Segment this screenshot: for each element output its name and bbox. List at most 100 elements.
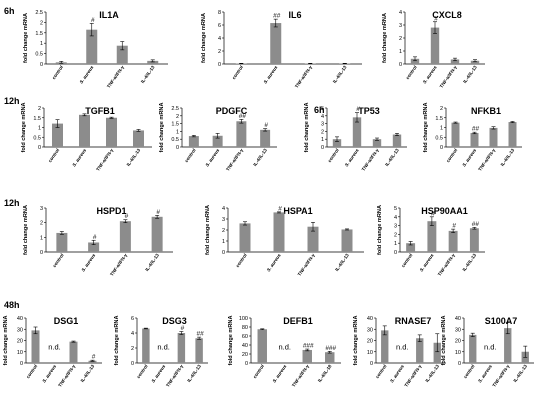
y-tick-label: 1: [40, 235, 43, 241]
bar-tnf-ifn: [177, 333, 186, 363]
bar-il-4-il-13: [195, 338, 203, 363]
chart-title: PDGFC: [216, 106, 248, 116]
time-label-6h: 6h: [314, 105, 325, 115]
bar-control: [406, 243, 416, 252]
chart-title: NFKB1: [471, 106, 501, 116]
category-label-control: control: [405, 65, 418, 81]
y-tick-label: 1: [176, 129, 179, 135]
bar-s-aureus: [88, 242, 100, 252]
chart-hspa1: HSPA1 fold change mRNA 0 1 2 3 4 control # S. aur…: [205, 205, 364, 277]
chart-il1a: IL1A fold change mRNA 0 0.5 1 1.5 2 2.5 control #…: [23, 10, 168, 89]
y-tick-label: 2: [176, 114, 179, 120]
y-tick-label: 1.5: [435, 116, 443, 122]
time-label-48h: 48h: [4, 300, 20, 310]
category-label-control: control: [327, 148, 340, 164]
significance-marker: #: [92, 354, 96, 361]
category-label-tnf-ifn: TNF-α/IFN-γ: [492, 363, 511, 388]
y-tick-label: 1: [399, 49, 402, 55]
y-tick-label: 2.5: [171, 106, 179, 112]
chart-title: DSG3: [162, 316, 187, 326]
y-tick-label: 2: [440, 106, 443, 112]
significance-marker: ##: [197, 331, 205, 338]
y-tick-label: 10: [17, 350, 23, 356]
significance-marker: #: [181, 325, 185, 332]
category-label-control: control: [445, 148, 458, 164]
significance-marker: ##: [472, 221, 480, 228]
bar-control: [469, 334, 477, 363]
bar-s-aureus: [430, 27, 440, 65]
y-tick-label: 30: [17, 327, 23, 333]
category-label-control: control: [47, 148, 60, 164]
y-tick-label: 4: [222, 206, 225, 212]
chart-dsg3: DSG3 fold change mRNA 0 2 4 6 control n.d. S. au…: [114, 315, 208, 388]
category-label-control: control: [184, 148, 197, 164]
y-tick-label: 0: [20, 361, 23, 367]
bar-il-4-il-13: [151, 216, 163, 252]
y-tick-label: 2: [218, 49, 221, 55]
category-label-il-4-il-13: IL-4/IL-13: [140, 64, 156, 84]
category-label-tnf-ifn: TNF-α/IFN-γ: [165, 363, 184, 388]
chart-tgfb1: TGFB1 fold change mRNA 0 0.5 1 1.5 2 control S. …: [21, 102, 152, 172]
chart-nfkb1: NFKB1 fold change mRNA 0 0.5 1 1.5 2 control ## S…: [423, 102, 522, 172]
y-tick-label: 4: [394, 215, 397, 221]
chart-s100a7: S100A7 fold change mRNA 0 10 20 30 40 control n.…: [441, 315, 534, 388]
significance-marker: ###: [325, 345, 336, 352]
category-label-s-aureus: S. aureus: [263, 64, 279, 84]
chart-rnase7: RNASE7 fold change mRNA 0 10 20 30 40 control n.…: [353, 315, 446, 388]
y-tick-label: 0: [38, 145, 41, 151]
category-label-s-aureus: S. aureus: [150, 363, 166, 383]
chart-title: HSPD1: [96, 206, 126, 216]
bar-il-4-il-13: [260, 129, 271, 147]
y-axis-label: fold change mRNA: [304, 102, 310, 152]
bar-il-4-il-13: [147, 60, 159, 64]
y-tick-label: 0: [40, 250, 43, 256]
bar-s-aureus: [270, 23, 282, 64]
significance-marker: ##: [273, 13, 281, 20]
y-tick-label: 20: [367, 339, 373, 345]
bar-tnf-ifn: [489, 127, 498, 147]
chart-defb1: DEFB1 fold change mRNA 0 20 40 60 80 100 control…: [228, 315, 341, 388]
bar-s-aureus: [212, 135, 223, 147]
bar-il-4-il-13: [469, 228, 479, 252]
significance-marker: ##: [472, 126, 480, 133]
y-tick-label: 0: [176, 145, 179, 151]
category-label-tnf-ifn: TNF-α/IFN-γ: [95, 147, 114, 172]
y-tick-label: 2: [399, 36, 402, 42]
y-tick-label: 0: [370, 361, 373, 367]
significance-marker: #: [278, 205, 282, 212]
y-tick-label: 2: [38, 106, 41, 112]
significance-marker: #: [93, 234, 97, 241]
y-tick-label: 0.5: [33, 135, 41, 141]
category-label-il-4-il-13: IL-4/IL-13: [126, 147, 142, 167]
chart-cxcl8: CXCL8 fold change mRNA 0 1 2 3 4 control # S. aur…: [382, 10, 485, 89]
bar-control: [142, 328, 150, 363]
bar-control: [332, 139, 342, 147]
y-tick-label: 2: [40, 221, 43, 227]
y-tick-label: 3: [321, 122, 324, 128]
category-label-s-aureus: S. aureus: [389, 363, 405, 383]
bar-tnf-ifn: [307, 226, 319, 252]
y-tick-label: 2.5: [35, 10, 43, 16]
category-label-control: control: [235, 253, 248, 269]
bar-control: [410, 58, 420, 64]
bar-tnf-ifn: [504, 328, 512, 363]
y-axis-label: fold change mRNA: [382, 13, 388, 63]
bar-control: [52, 123, 63, 147]
significance-marker: #: [156, 209, 160, 216]
category-label-s-aureus: S. aureus: [419, 252, 435, 272]
y-tick-label: 20: [17, 339, 23, 345]
y-tick-label: 1.5: [35, 31, 43, 37]
bar-il-4-il-13: [88, 360, 97, 363]
chart-title: DEFB1: [283, 316, 313, 326]
y-axis-label: fold change mRNA: [423, 102, 429, 152]
time-label-12h: 12h: [4, 96, 20, 106]
bar-s-aureus: [79, 114, 90, 147]
chart-hspd1: HSPD1 fold change mRNA 0 1 2 3 control # S. aure…: [23, 205, 173, 277]
category-label-tnf-ifn: TNF-α/IFN-γ: [297, 252, 316, 277]
y-tick-label: 0: [399, 62, 402, 68]
category-label-s-aureus: S. aureus: [41, 363, 57, 383]
y-tick-label: 6: [218, 23, 221, 29]
chart-il6: IL6 fold change mRNA 0 2 4 6 8 control ## S. aure…: [201, 10, 362, 89]
y-tick-label: 2: [321, 129, 324, 135]
